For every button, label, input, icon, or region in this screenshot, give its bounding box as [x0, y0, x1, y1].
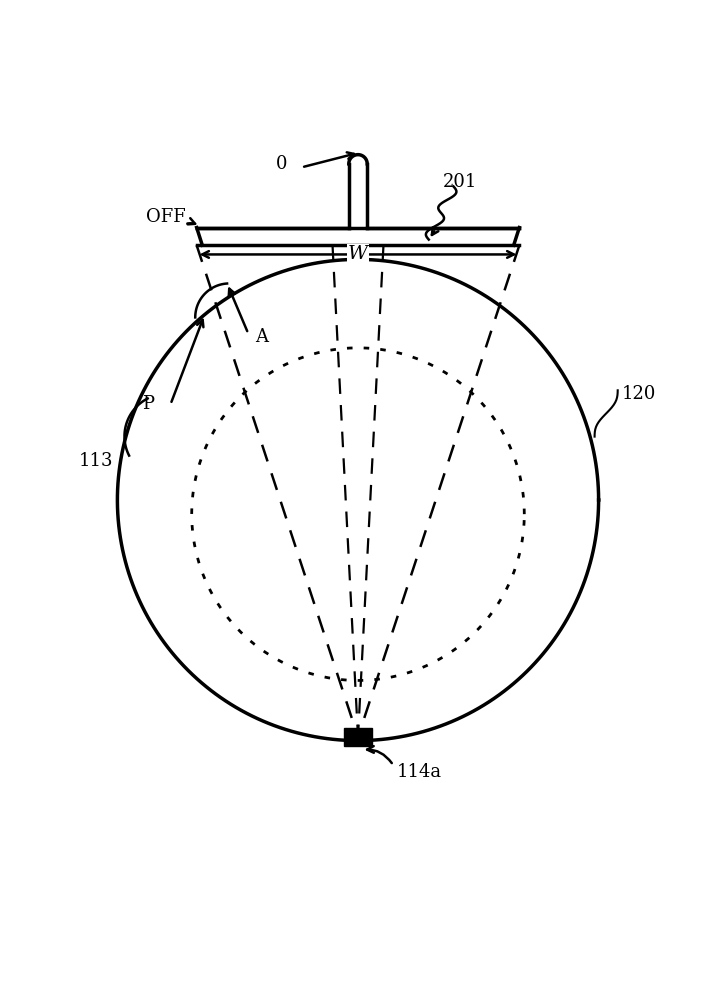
- Text: W: W: [348, 245, 368, 263]
- Text: A: A: [256, 328, 268, 346]
- Text: 120: 120: [621, 385, 656, 403]
- Text: 0: 0: [276, 155, 287, 173]
- Polygon shape: [344, 728, 372, 746]
- Text: 113: 113: [79, 452, 113, 470]
- Text: 201: 201: [443, 173, 478, 191]
- Text: 114a: 114a: [397, 763, 442, 781]
- Text: P: P: [142, 395, 154, 413]
- Text: OFF: OFF: [145, 208, 185, 226]
